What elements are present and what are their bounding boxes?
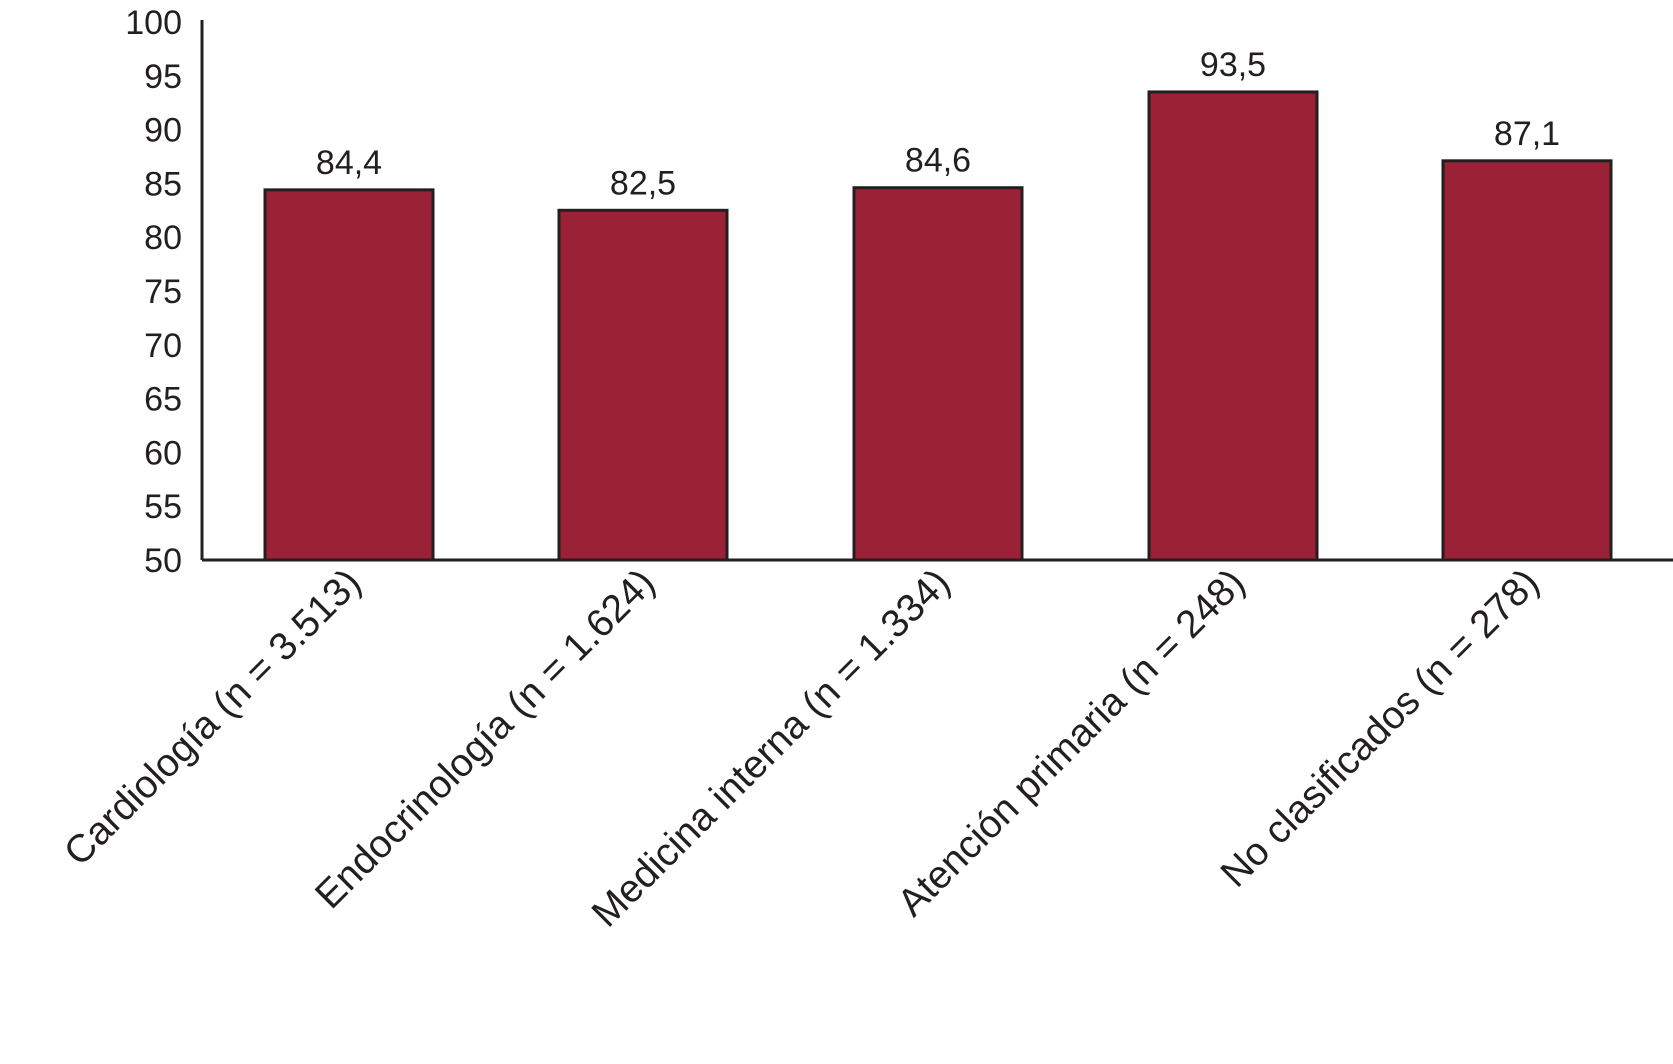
category-label: Atención primaria (n = 248) [890,561,1254,925]
y-tick-label: 100 [125,4,182,42]
bar-value-label: 84,4 [316,144,382,182]
y-tick-label: 90 [144,112,182,150]
y-tick-label: 60 [144,434,182,472]
bar [1441,159,1613,562]
y-tick-label: 85 [144,165,182,203]
bar [557,208,729,562]
y-tick-label: 70 [144,327,182,365]
bars [263,90,1613,562]
bar-value-label: 84,6 [905,142,971,180]
category-label: Cardiología (n = 3.513) [56,561,369,874]
y-tick-label: 80 [144,219,182,257]
y-tick-label: 55 [144,488,182,526]
category-label: No clasificados (n = 278) [1213,561,1548,896]
y-tick-label: 65 [144,381,182,419]
y-axis-ticks: 50 55 60 65 70 75 80 85 90 95 100 [125,4,182,580]
category-label: Medicina interna (n = 1.334) [584,561,959,936]
bar [1147,90,1319,562]
bar [263,188,435,562]
bar-value-label: 87,1 [1494,115,1560,153]
y-tick-label: 95 [144,58,182,96]
bar-value-label: 93,5 [1200,46,1266,84]
bar [852,186,1024,562]
bar-value-label: 82,5 [610,164,676,202]
category-label: Endocrinología (n = 1.624) [307,561,663,917]
category-labels: Cardiología (n = 3.513)Endocrinología (n… [56,561,1547,936]
y-tick-label: 75 [144,273,182,311]
y-tick-label: 50 [144,542,182,580]
data-labels: 84,4 82,5 84,6 93,5 87,1 [316,46,1560,202]
